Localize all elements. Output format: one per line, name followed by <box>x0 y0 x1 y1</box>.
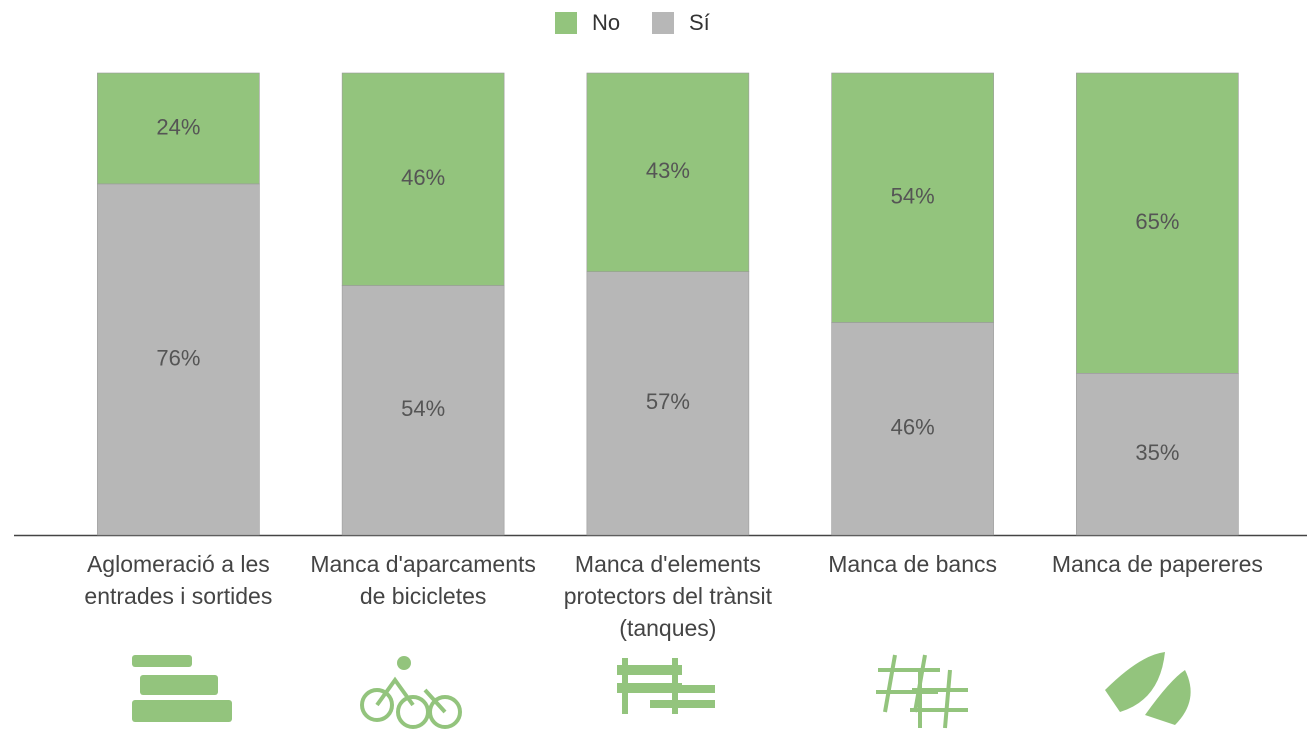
icon-bike <box>360 656 462 729</box>
value-label: 43% <box>646 158 690 183</box>
value-label: 65% <box>1135 209 1179 234</box>
bar-segment <box>97 72 260 185</box>
x-tick-label: Manca de bancs <box>828 551 998 577</box>
legend-label: No <box>592 10 620 35</box>
legend-swatch <box>555 12 577 34</box>
x-tick-label: Manca d'aparcaments de bicicletes <box>310 551 536 609</box>
bar-segment <box>586 72 750 272</box>
legend-swatch <box>652 12 674 34</box>
icon-barrier <box>617 658 715 714</box>
x-tick-label: Manca d'elements protectors del trànsit … <box>563 551 773 641</box>
legend-label: Sí <box>689 10 710 35</box>
icons <box>132 652 1191 729</box>
value-label: 54% <box>891 184 935 209</box>
value-label: 35% <box>1135 440 1179 465</box>
x-tick-label: Manca de papereres <box>1051 551 1263 577</box>
x-tick-label: Aglomeració a les entrades i sortides <box>84 551 273 609</box>
value-label: 54% <box>401 396 445 421</box>
value-label: 76% <box>156 345 200 370</box>
bar-segment <box>586 271 750 536</box>
value-label: 57% <box>646 389 690 414</box>
bar-segment <box>341 72 505 286</box>
value-label: 46% <box>891 415 935 440</box>
bar-segment <box>341 285 505 536</box>
icon-bench <box>876 654 968 729</box>
icon-crowd <box>132 655 232 722</box>
bar-segment <box>1076 72 1239 374</box>
value-label: 24% <box>156 114 200 139</box>
icon-waste <box>1105 652 1191 725</box>
bar-segment <box>1076 372 1239 536</box>
bar-segment <box>831 72 994 323</box>
bar-segment <box>831 322 994 536</box>
value-label: 46% <box>401 165 445 190</box>
bar-segment <box>97 183 260 536</box>
